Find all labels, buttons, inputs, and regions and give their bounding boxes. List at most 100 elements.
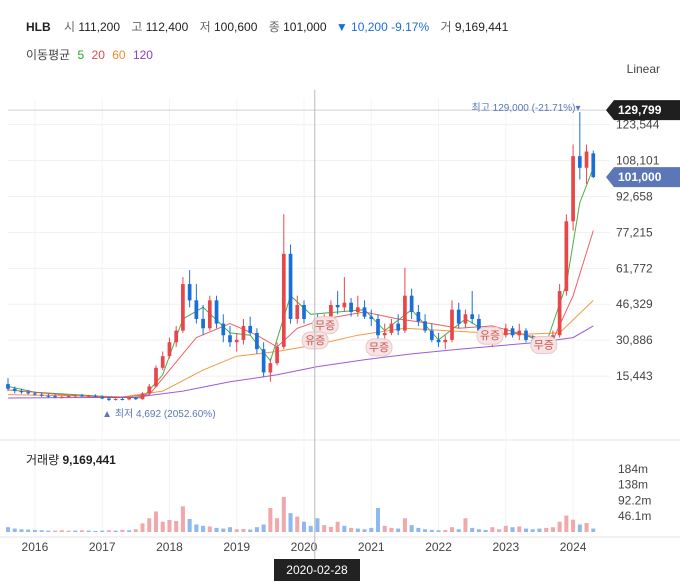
volume-bar xyxy=(133,529,138,532)
price-tick-label: 108,101 xyxy=(616,154,660,168)
volume-bar xyxy=(429,529,434,532)
candle-body xyxy=(403,295,407,331)
volume-bar xyxy=(59,530,64,532)
candle-body xyxy=(477,318,481,331)
candle-body xyxy=(234,339,239,343)
volume-bar xyxy=(261,524,266,532)
candle-body xyxy=(26,392,31,394)
event-badge xyxy=(530,336,558,355)
candle-body xyxy=(275,346,279,364)
low-label: 저 xyxy=(199,20,211,34)
candle-body xyxy=(295,305,300,319)
volume-bar xyxy=(584,523,589,532)
candle-body xyxy=(369,316,374,319)
high-annotation: 최고 129,000 (-21.71%)▾ xyxy=(472,102,581,114)
candle-body xyxy=(261,349,266,373)
volume-panel-title: 거래량 9,169,441 xyxy=(26,451,116,468)
volume-bar xyxy=(214,527,219,532)
volume-bar xyxy=(537,528,542,532)
candle-body xyxy=(524,330,528,340)
volume-bar xyxy=(194,524,199,532)
volume-bar xyxy=(349,527,354,532)
high-price-tag-shape xyxy=(606,100,680,121)
time-tick-label: 2021 xyxy=(358,540,385,554)
volume-bar xyxy=(523,528,529,532)
volume-bar xyxy=(32,529,37,532)
moving-average-label: 이동평균 xyxy=(26,48,71,62)
volume-bar xyxy=(93,530,98,532)
volume-bar xyxy=(234,529,239,532)
volume-bar xyxy=(268,508,273,532)
candle-body xyxy=(221,323,226,336)
volume-bar xyxy=(73,530,78,532)
candle-body xyxy=(248,325,253,333)
event-badge-label: 무증 xyxy=(534,340,554,352)
time-tick-label: 2023 xyxy=(492,540,519,554)
candle-body xyxy=(59,396,64,398)
volume-bar xyxy=(510,527,515,532)
candle-body xyxy=(154,367,158,387)
volume-bar xyxy=(100,530,105,532)
volume-bar xyxy=(375,508,381,532)
ma-60-label: 60 xyxy=(112,48,126,62)
high-price-tag: 129,799 xyxy=(606,100,680,121)
current-price-tag: 101,000 xyxy=(606,167,680,188)
volume-bar xyxy=(449,527,455,532)
high-label: 고 xyxy=(131,20,143,34)
price-axis: 15,443 30,886 46,329 61,772 77,215 92,658 108,… xyxy=(616,118,660,383)
scale-mode-toggle[interactable]: Linear xyxy=(626,62,660,76)
volume-bar xyxy=(174,521,179,532)
volume-bar xyxy=(322,525,327,532)
volume-tick-label: 138m xyxy=(618,478,648,492)
candle-body xyxy=(517,330,522,336)
candle-body xyxy=(268,363,273,373)
candle-body xyxy=(362,307,367,317)
volume-bar xyxy=(436,530,441,532)
candle-body xyxy=(214,300,219,324)
candle-body xyxy=(335,305,340,308)
volume-bar xyxy=(295,516,300,532)
volume-tick-label: 184m xyxy=(618,462,648,476)
candle-body xyxy=(450,309,454,340)
volume-value: 9,169,441 xyxy=(454,20,509,34)
candle-body xyxy=(133,398,138,400)
volume-bar xyxy=(207,526,212,532)
crosshair-date-tag: 2020-02-28 xyxy=(274,559,360,581)
candle-body xyxy=(470,314,475,319)
volume-tick-label: 46.1m xyxy=(618,509,651,523)
volume-bar xyxy=(301,521,307,532)
volume-bar xyxy=(355,528,360,532)
candle-body xyxy=(46,395,51,397)
price-tick-label: 30,886 xyxy=(616,333,653,347)
close-label: 종 xyxy=(268,20,280,34)
candle-body xyxy=(53,396,57,398)
price-tick-label: 77,215 xyxy=(616,225,653,239)
volume-bar xyxy=(86,530,91,532)
current-price-tag-text: 101,000 xyxy=(618,170,662,184)
event-badge-label: 유증 xyxy=(480,329,500,342)
candle-body xyxy=(591,153,596,178)
ma-20-label: 20 xyxy=(91,48,105,62)
high-price-tag-text: 129,799 xyxy=(618,103,662,117)
candle-body xyxy=(66,395,71,397)
volume-bar xyxy=(281,497,286,532)
volume-bar xyxy=(140,523,145,532)
volume-bar xyxy=(180,506,185,532)
volume-bar xyxy=(113,530,118,532)
price-tags: 129,799 101,000 xyxy=(606,100,680,188)
candle-body xyxy=(503,328,508,336)
candle-body xyxy=(255,332,259,350)
volume-bar xyxy=(160,521,165,532)
candle-body xyxy=(241,325,246,340)
volume-bar xyxy=(591,528,596,532)
volume-bar xyxy=(490,527,495,532)
volume-bar xyxy=(577,524,582,532)
moving-average-legend[interactable]: 이동평균 5 20 60 120 xyxy=(26,46,157,63)
time-tick-label: 2018 xyxy=(156,540,183,554)
candle-body xyxy=(160,356,165,368)
open-label: 시 xyxy=(64,20,76,34)
volume-bar xyxy=(362,529,367,532)
price-tick-label: 92,658 xyxy=(616,189,653,203)
volume-bar xyxy=(443,529,448,532)
